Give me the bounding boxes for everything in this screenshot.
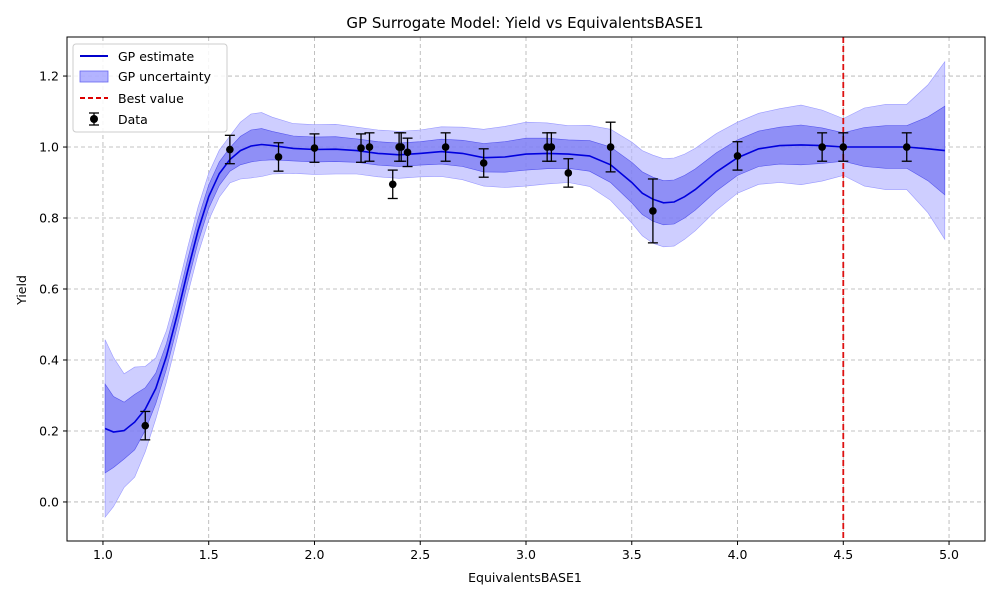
- data-point: [364, 132, 375, 162]
- data-point: [273, 142, 284, 172]
- data-marker: [397, 143, 406, 151]
- y-tick-label: 0.6: [39, 282, 59, 297]
- x-tick-label: 4.0: [728, 547, 748, 562]
- data-marker: [547, 143, 556, 151]
- x-tick-label: 2.5: [410, 547, 430, 562]
- data-marker: [733, 152, 742, 160]
- legend-label-gp-estimate: GP estimate: [118, 49, 195, 64]
- data-points: [140, 121, 912, 441]
- data-marker: [403, 148, 412, 157]
- data-point: [402, 137, 413, 168]
- data-marker: [564, 169, 573, 177]
- data-point: [478, 148, 489, 178]
- x-axis-label: EquivalentsBASE1: [468, 570, 582, 585]
- x-tick-label: 1.5: [199, 547, 219, 562]
- y-tick-label: 0.2: [39, 423, 59, 438]
- data-point: [309, 133, 320, 163]
- data-point: [387, 169, 398, 200]
- y-tick-label: 0.0: [39, 494, 59, 509]
- y-tick-label: 0.8: [39, 211, 59, 226]
- legend-swatch-gp-uncertainty: [79, 70, 109, 83]
- y-tick-label: 1.2: [39, 69, 59, 84]
- data-marker: [649, 207, 657, 215]
- y-tick-label: 1.0: [39, 140, 59, 155]
- data-marker: [141, 421, 150, 430]
- data-point: [546, 132, 557, 162]
- data-marker: [388, 180, 397, 189]
- data-marker: [274, 153, 283, 161]
- legend-label-best-value: Best value: [118, 91, 184, 106]
- data-marker: [441, 143, 450, 151]
- x-tick-label: 4.5: [833, 547, 853, 562]
- y-axis-label: Yield: [14, 275, 29, 306]
- data-marker: [357, 144, 365, 152]
- x-tick-label: 3.0: [516, 547, 536, 562]
- data-point: [140, 410, 151, 441]
- data-marker: [479, 159, 488, 167]
- x-ticks: 1.0 1.5 2.0 2.5 3.0 3.5 4.0 4.5 5.0: [93, 541, 959, 562]
- data-point: [817, 132, 828, 162]
- data-point: [563, 158, 574, 188]
- data-point: [901, 132, 912, 162]
- data-marker: [839, 143, 848, 151]
- data-point: [647, 178, 658, 244]
- data-point: [440, 132, 451, 162]
- chart-title: GP Surrogate Model: Yield vs Equivalents…: [346, 14, 703, 32]
- data-marker: [902, 143, 911, 151]
- data-marker: [606, 143, 615, 151]
- legend-label-gp-uncertainty: GP uncertainty: [118, 69, 212, 84]
- y-tick-label: 0.4: [39, 352, 59, 367]
- gp-mean-layer: [104, 143, 945, 433]
- data-point: [396, 132, 407, 162]
- x-tick-label: 1.0: [93, 547, 113, 562]
- x-tick-label: 2.0: [305, 547, 325, 562]
- data-point: [732, 141, 743, 171]
- legend: GP estimate GP uncertainty Best value Da…: [72, 43, 228, 133]
- data-marker: [818, 143, 826, 151]
- data-marker: [310, 144, 319, 152]
- uncertainty-bands: [104, 60, 946, 519]
- legend-box: [72, 43, 228, 133]
- data-marker: [226, 145, 234, 154]
- y-ticks: 0.0 0.2 0.4 0.6 0.8 1.0 1.2: [39, 69, 67, 509]
- legend-label-data: Data: [118, 112, 148, 127]
- x-tick-label: 3.5: [622, 547, 642, 562]
- data-point: [224, 134, 235, 165]
- data-point: [838, 132, 849, 162]
- legend-swatch-data: [89, 112, 99, 126]
- data-marker: [365, 143, 374, 151]
- gp-mean-line: [104, 143, 945, 433]
- data-point: [605, 121, 616, 173]
- x-tick-label: 5.0: [939, 547, 959, 562]
- data-point: [356, 133, 367, 163]
